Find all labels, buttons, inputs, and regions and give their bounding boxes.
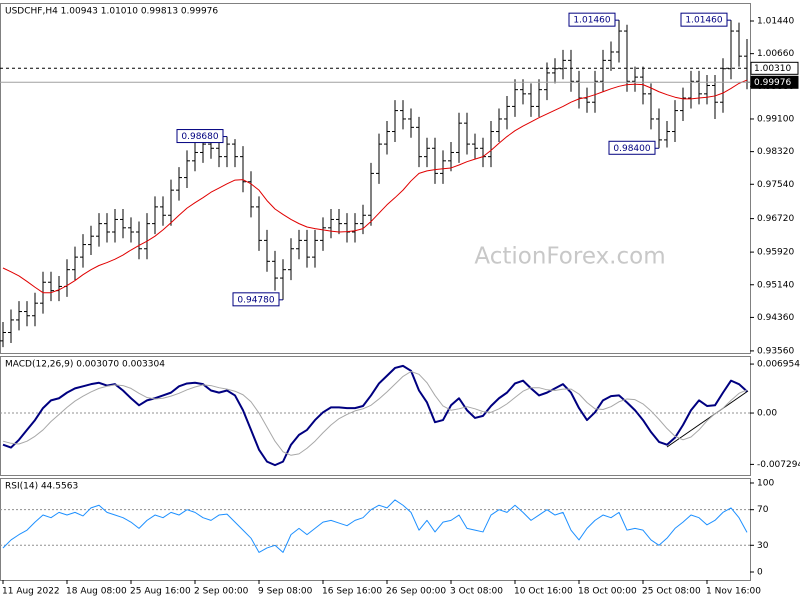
annotation-label: 1.01460: [573, 16, 610, 26]
y-tick-label: 0.96720: [757, 214, 794, 224]
y-tick-label: 0.93560: [757, 346, 794, 356]
annotation-label: 0.94780: [237, 295, 274, 305]
y-tick-label: 0.94360: [757, 313, 794, 323]
x-tick-label: 3 Oct 08:00: [450, 587, 503, 597]
y-tick-label: 30: [757, 541, 769, 551]
panel-title: MACD(12,26,9) 0.003070 0.003304: [5, 360, 165, 370]
y-tick-label: -0.007294: [757, 460, 800, 470]
annotation-label: 0.98680: [181, 132, 218, 142]
y-tick-label: 0: [757, 567, 763, 577]
series-line: [2, 364, 748, 467]
x-tick-label: 16 Sep 16:00: [322, 587, 382, 597]
y-tick-label: 70: [757, 505, 769, 515]
y-tick-label: 0.98320: [757, 147, 794, 157]
x-tick-label: 25 Oct 08:00: [642, 587, 701, 597]
y-tick-label: 0.00: [757, 409, 777, 419]
panel-title: RSI(14) 44.5563: [5, 482, 78, 492]
x-tick-label: 11 Aug 2022: [2, 587, 60, 597]
y-tick-label: 1.01440: [757, 17, 794, 27]
annotation-label: 1.01460: [685, 16, 722, 26]
x-tick-label: 9 Sep 08:00: [258, 587, 313, 597]
x-tick-label: 18 Aug 08:00: [66, 587, 127, 597]
x-tick-label: 26 Sep 00:00: [386, 587, 446, 597]
series-line: [2, 79, 748, 294]
price-level-label: 1.00310: [754, 64, 791, 74]
x-tick-label: 25 Aug 16:00: [130, 587, 191, 597]
y-tick-label: 0.95140: [757, 280, 794, 290]
price-level-box: [750, 61, 799, 75]
price-level-box: [750, 75, 799, 89]
y-tick-label: 0.97540: [757, 180, 794, 190]
macd-panel: [0, 356, 751, 476]
trend-line: [666, 390, 749, 448]
series-line: [2, 370, 748, 456]
rsi-panel: [0, 478, 751, 581]
y-tick-label: 0.95920: [757, 248, 794, 258]
series-line: [2, 499, 748, 553]
price-level-label: 0.99976: [754, 78, 791, 88]
price-panel: [0, 3, 751, 354]
panel-title: USDCHF,H4 1.00943 1.01010 0.99813 0.9997…: [5, 7, 218, 17]
annotation-label: 0.98400: [613, 144, 650, 154]
x-tick-label: 18 Oct 00:00: [578, 587, 637, 597]
y-tick-label: 0.99100: [757, 114, 794, 124]
x-tick-label: 10 Oct 16:00: [514, 587, 573, 597]
watermark: ActionForex.com: [474, 244, 665, 270]
x-tick-label: 1 Nov 16:00: [706, 587, 761, 597]
y-tick-label: 100: [757, 478, 774, 488]
y-tick-label: 1.00660: [757, 49, 794, 59]
x-tick-label: 2 Sep 00:00: [194, 587, 249, 597]
y-tick-label: 0.006954: [757, 360, 800, 370]
